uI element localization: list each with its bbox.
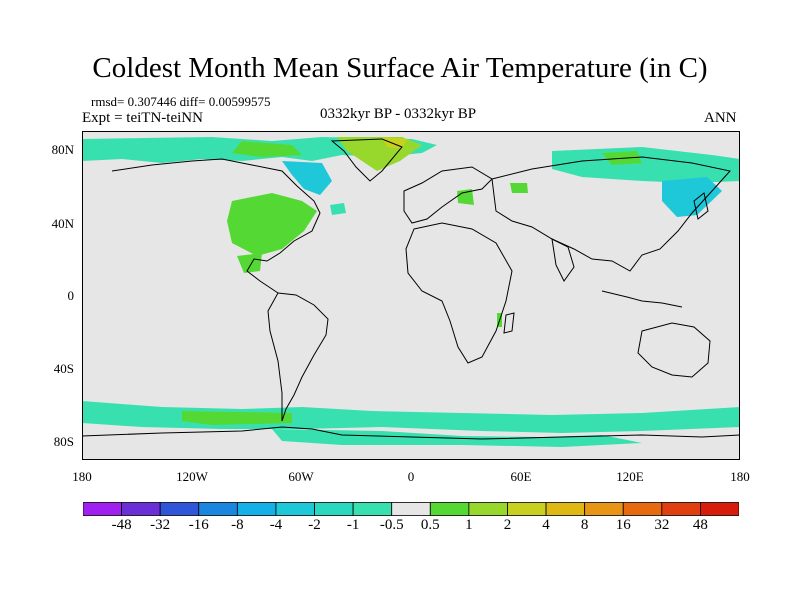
colorbar-tick-label: -8	[231, 517, 244, 533]
lon-label-0: 0	[407, 469, 415, 484]
atlantic-cyan-1	[330, 203, 346, 215]
southern-ocean-band-1	[82, 401, 740, 433]
coastlines	[82, 138, 740, 440]
asia-coast	[491, 156, 731, 272]
lat-label-0: 0	[67, 288, 75, 303]
southern-ocean-green	[182, 411, 292, 425]
europe-coast	[403, 166, 493, 224]
experiment-label: Expt = teiTN-teiNN	[82, 110, 203, 126]
east-asia-cyan	[662, 177, 722, 217]
colorbar-tick-label: -0.5	[379, 517, 404, 533]
colorbar-box	[468, 502, 508, 516]
colorbar-tick-label: -4	[269, 517, 283, 533]
season-label: ANN	[704, 110, 737, 126]
colorbar-tick-label: 0.5	[420, 517, 440, 533]
map-background	[82, 131, 740, 460]
colorbar-box	[661, 502, 701, 516]
colorbar-tick-label: 2	[503, 517, 512, 533]
colorbar	[83, 502, 739, 516]
colorbar-box	[622, 502, 663, 516]
arctic-green-patch	[232, 141, 302, 157]
south-america-coast	[277, 292, 329, 422]
asia-green-1	[510, 183, 528, 193]
lon-label-180w: 180	[72, 469, 92, 484]
australia-coast	[637, 322, 711, 378]
siberia-cyan	[552, 147, 740, 183]
colorbar-box	[314, 502, 354, 516]
lat-label-40n: 40N	[51, 216, 74, 231]
colorbar-box	[83, 502, 122, 516]
lon-label-60e: 60E	[510, 469, 532, 484]
africa-coast	[405, 222, 513, 364]
indonesia-coast	[601, 290, 683, 308]
period-label: 0332kyr BP - 0332kyr BP	[320, 106, 477, 122]
greenland-coast	[330, 138, 403, 182]
colorbar-box	[198, 502, 238, 516]
mexico-green	[237, 253, 262, 273]
lat-label-80s: 80S	[53, 434, 74, 449]
lon-label-180e: 180	[730, 469, 750, 484]
temperature-anomaly-map	[82, 131, 740, 460]
antarctica-coast	[82, 426, 740, 440]
colorbar-box	[236, 502, 277, 516]
madagascar-coast	[503, 312, 515, 334]
colorbar-tick-label: -32	[150, 517, 171, 533]
colorbar-tick-label: -48	[111, 517, 132, 533]
map-title: Coldest Month Mean Surface Air Temperatu…	[92, 52, 708, 84]
lon-label-120w: 120W	[176, 469, 208, 484]
colorbar-tick-label: -1	[346, 517, 360, 533]
south-america-west	[267, 292, 283, 421]
colorbar-tick-label: -16	[188, 517, 209, 533]
map-frame	[82, 131, 740, 460]
colorbar-box	[584, 502, 624, 516]
colorbar-tick-label: 16	[615, 517, 631, 533]
japan-coast	[693, 192, 709, 220]
colorbar-box	[429, 502, 470, 516]
colorbar-box	[352, 502, 393, 516]
colorbar-box	[545, 502, 586, 516]
colorbar-tick-label: 4	[542, 517, 550, 533]
lat-label-40s: 40S	[53, 361, 74, 376]
india-coast	[551, 238, 575, 282]
colorbar-box	[700, 502, 739, 516]
colorbar-tick-label: -2	[308, 517, 321, 533]
lat-label-80n: 80N	[51, 142, 74, 157]
colorbar-box	[391, 502, 431, 516]
colorbar-tick-label: 1	[465, 517, 473, 533]
stats-text: rmsd= 0.307446 diff= 0.00599575	[91, 94, 271, 109]
north-america-coast	[111, 158, 321, 294]
north-canada-blue	[282, 161, 332, 195]
colorbar-box	[507, 502, 547, 516]
lon-label-120e: 120E	[616, 469, 644, 484]
north-america-green	[227, 193, 317, 256]
lon-label-60w: 60W	[288, 469, 314, 484]
colorbar-tick-label: 48	[692, 517, 708, 533]
colorbar-tick-label: 32	[654, 517, 670, 533]
colorbar-box	[159, 502, 200, 516]
colorbar-tick-label: 8	[580, 517, 589, 533]
colorbar-box	[121, 502, 161, 516]
colorbar-box	[275, 502, 315, 516]
